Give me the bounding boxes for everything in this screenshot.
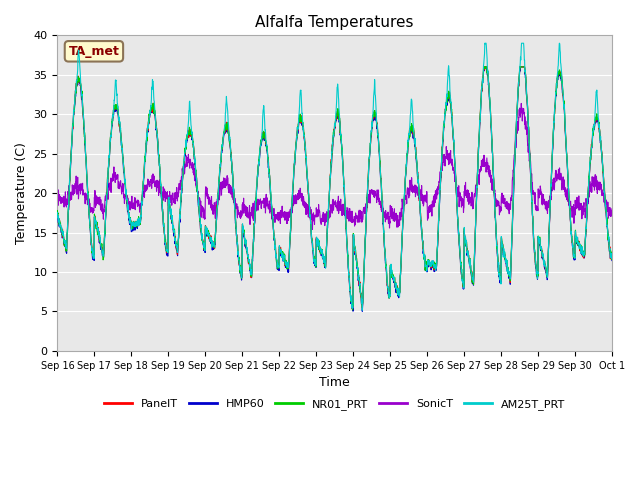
X-axis label: Time: Time xyxy=(319,376,350,389)
Title: Alfalfa Temperatures: Alfalfa Temperatures xyxy=(255,15,414,30)
Text: TA_met: TA_met xyxy=(68,45,120,58)
Y-axis label: Temperature (C): Temperature (C) xyxy=(15,142,28,244)
Legend: PanelT, HMP60, NR01_PRT, SonicT, AM25T_PRT: PanelT, HMP60, NR01_PRT, SonicT, AM25T_P… xyxy=(100,395,570,415)
